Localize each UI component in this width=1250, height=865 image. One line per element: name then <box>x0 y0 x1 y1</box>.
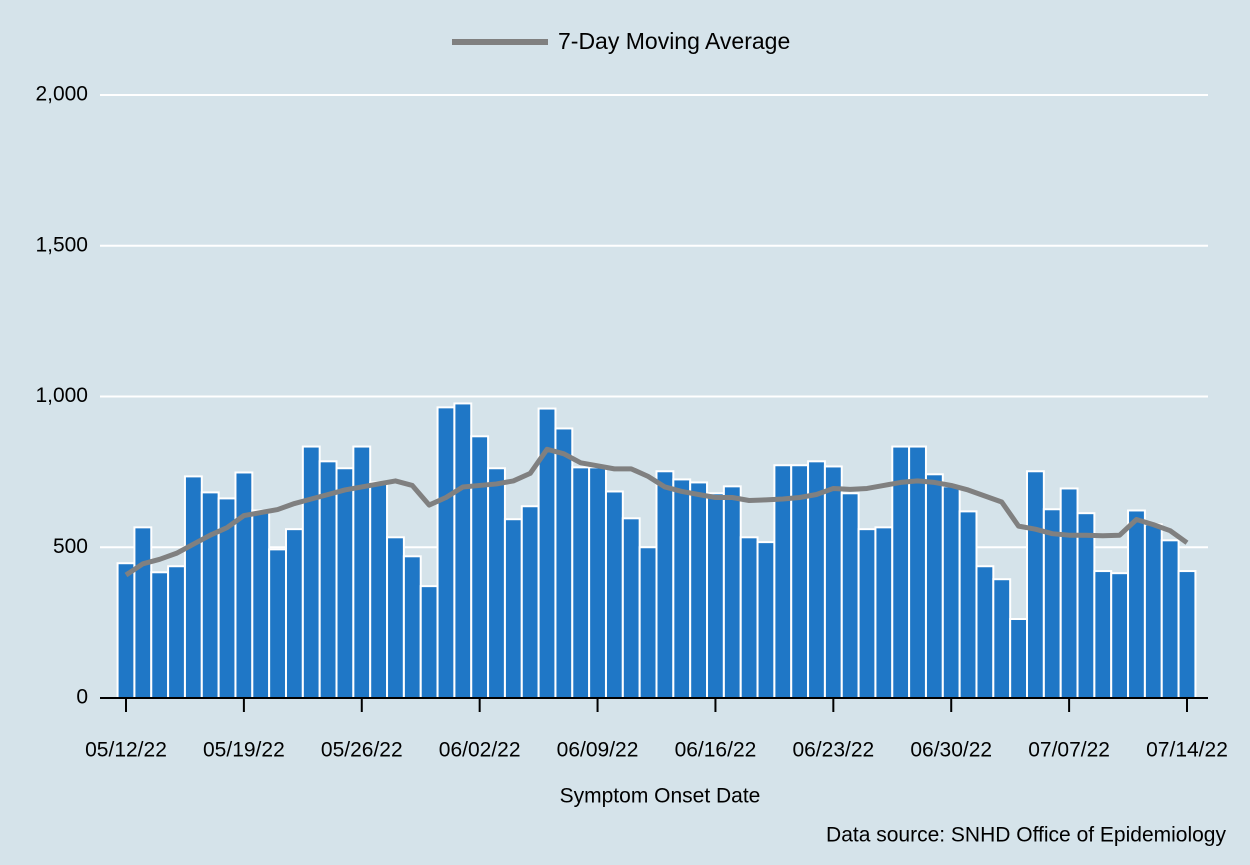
bar <box>419 585 439 699</box>
x-tick-label: 06/02/22 <box>439 739 521 762</box>
x-tick-label: 06/23/22 <box>792 739 874 762</box>
bar <box>1009 618 1029 700</box>
y-tick-label: 500 <box>53 535 88 558</box>
x-axis-label: Symptom Onset Date <box>560 785 761 808</box>
bar <box>992 578 1012 699</box>
bar <box>133 526 153 700</box>
bar <box>975 565 995 699</box>
x-tick-label: 06/16/22 <box>675 739 757 762</box>
bar <box>436 406 456 699</box>
bar <box>1076 512 1096 699</box>
y-tick-label: 1,000 <box>35 384 88 407</box>
x-tick-label: 07/07/22 <box>1028 739 1110 762</box>
bar <box>604 490 624 699</box>
bar <box>234 471 254 699</box>
bar <box>857 528 877 699</box>
bar <box>1177 570 1197 699</box>
x-tick-label: 05/12/22 <box>85 739 167 762</box>
y-tick-label: 0 <box>76 686 88 709</box>
source-note: Data source: SNHD Office of Epidemiology <box>826 824 1226 847</box>
x-tick-label: 05/19/22 <box>203 739 285 762</box>
bar <box>756 541 776 700</box>
x-tick-label: 05/26/22 <box>321 739 403 762</box>
bar <box>689 481 709 699</box>
bar <box>183 475 203 699</box>
y-tick-label: 1,500 <box>35 233 88 256</box>
bar <box>941 485 961 699</box>
bar <box>958 510 978 699</box>
bar <box>1143 523 1163 699</box>
bar <box>874 526 894 700</box>
bar <box>1026 470 1045 699</box>
bar <box>1160 539 1180 699</box>
x-tick-label: 06/09/22 <box>557 739 639 762</box>
bar <box>1127 509 1146 700</box>
bar <box>1059 487 1079 699</box>
bar <box>268 548 287 699</box>
bar <box>655 470 675 699</box>
bar <box>1110 572 1130 700</box>
bar <box>167 565 186 699</box>
bar <box>369 481 389 699</box>
bar <box>621 517 641 700</box>
y-tick-label: 2,000 <box>35 83 88 106</box>
moving-average-line <box>124 446 1189 578</box>
bar <box>1093 570 1113 699</box>
bar <box>116 562 136 699</box>
x-tick-label: 07/14/22 <box>1146 739 1228 762</box>
bar <box>200 491 220 700</box>
bar <box>1042 508 1062 699</box>
bar <box>503 518 523 700</box>
bar <box>672 478 692 699</box>
bar <box>251 509 271 700</box>
x-tick-label: 06/30/22 <box>910 739 992 762</box>
bar <box>571 466 591 700</box>
bar <box>840 492 860 699</box>
bar <box>588 466 607 700</box>
bar <box>638 546 658 699</box>
bar <box>924 473 944 699</box>
bar <box>722 485 742 699</box>
bar <box>284 528 304 699</box>
bar <box>706 492 725 699</box>
bar <box>908 445 927 700</box>
bar <box>150 571 170 699</box>
bar <box>402 555 422 699</box>
bar <box>386 536 405 699</box>
legend-label: 7-Day Moving Average <box>558 28 790 54</box>
bar <box>554 427 574 699</box>
bar <box>470 435 490 699</box>
bar <box>520 505 540 699</box>
bar <box>301 445 321 700</box>
bar <box>487 467 506 699</box>
bar <box>823 465 843 699</box>
bar <box>739 536 759 699</box>
bar <box>335 467 355 699</box>
bar <box>453 402 473 699</box>
